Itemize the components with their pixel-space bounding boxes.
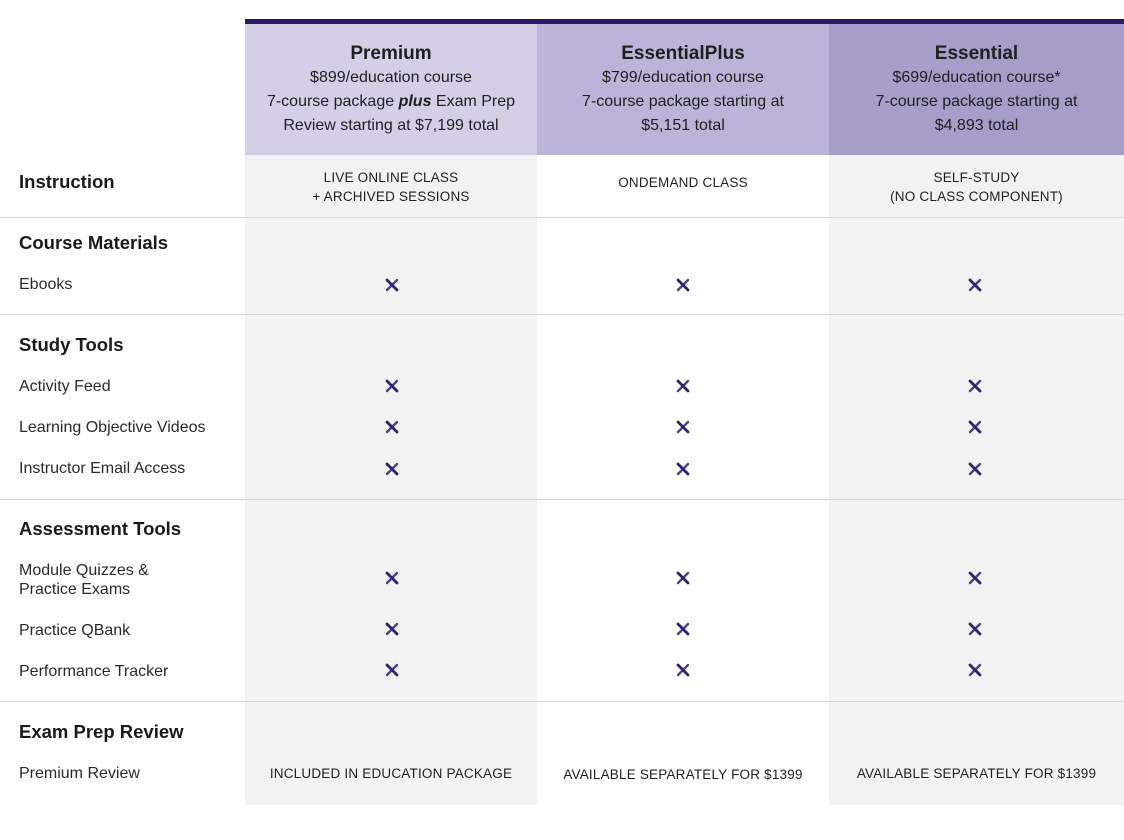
x-mark-icon bbox=[968, 278, 982, 292]
section-exam-prep-review: Exam Prep Review bbox=[19, 721, 184, 742]
x-mark-icon bbox=[968, 379, 982, 393]
section-assessment-tools: Assessment Tools bbox=[19, 518, 182, 539]
plan-price: $699/education course* bbox=[892, 69, 1061, 86]
x-mark-icon bbox=[676, 379, 690, 393]
plan-package-line2: $4,893 total bbox=[934, 117, 1019, 134]
plan-package-line1: 7-course package starting at bbox=[582, 93, 784, 110]
x-mark-icon bbox=[385, 420, 399, 434]
x-mark-icon bbox=[676, 571, 690, 585]
feature-instructor-email-access: Instructor Email Access bbox=[19, 460, 186, 477]
plan-price: $799/education course bbox=[602, 69, 764, 86]
section-study-tools: Study Tools bbox=[19, 334, 124, 355]
x-mark-icon bbox=[385, 379, 399, 393]
section-course-materials: Course Materials bbox=[19, 232, 169, 253]
feature-activity-feed: Activity Feed bbox=[19, 378, 111, 395]
x-mark-icon bbox=[968, 420, 982, 434]
feature-module-quizzes: Module Quizzes & Practice Exams bbox=[19, 562, 149, 598]
x-mark-icon bbox=[676, 420, 690, 434]
plan-name: EssentialPlus bbox=[621, 43, 745, 64]
x-mark-icon bbox=[385, 622, 399, 636]
premium-column bbox=[245, 155, 537, 805]
x-mark-icon bbox=[385, 278, 399, 292]
feature-practice-qbank: Practice QBank bbox=[19, 622, 131, 639]
plan-price: $899/education course bbox=[310, 69, 472, 86]
instruction-essentialplus: ONDEMAND CLASS bbox=[618, 175, 748, 190]
x-mark-icon bbox=[385, 663, 399, 677]
premium-review-premium: INCLUDED IN EDUCATION PACKAGE bbox=[269, 766, 513, 781]
x-mark-icon bbox=[385, 571, 399, 585]
plan-package-line1: 7-course package starting at bbox=[875, 93, 1078, 110]
feature-premium-review: Premium Review bbox=[19, 765, 140, 782]
x-mark-icon bbox=[968, 622, 982, 636]
x-mark-icon bbox=[968, 663, 982, 677]
feature-performance-tracker: Performance Tracker bbox=[19, 663, 169, 680]
row-divider bbox=[0, 217, 1124, 218]
plan-header-premium: Premium $899/education course 7-course p… bbox=[245, 19, 537, 155]
x-mark-icon bbox=[968, 571, 982, 585]
x-mark-icon bbox=[968, 462, 982, 476]
plan-header-essential: Essential $699/education course* 7-cours… bbox=[829, 19, 1124, 155]
x-mark-icon bbox=[676, 278, 690, 292]
x-mark-icon bbox=[676, 622, 690, 636]
plan-header-essentialplus: EssentialPlus $799/education course 7-co… bbox=[537, 19, 829, 155]
plan-package-line2: Review starting at $7,199 total bbox=[283, 117, 499, 134]
plan-name: Premium bbox=[350, 43, 432, 64]
plan-name: Essential bbox=[934, 43, 1019, 64]
premium-review-essential: AVAILABLE SEPARATELY FOR $1399 bbox=[856, 766, 1097, 781]
plan-package-line2: $5,151 total bbox=[641, 117, 725, 134]
x-mark-icon bbox=[385, 462, 399, 476]
instruction-label: Instruction bbox=[19, 171, 115, 192]
plan-package-line1: 7-course package plus Exam Prep bbox=[266, 93, 516, 110]
premium-review-essentialplus: AVAILABLE SEPARATELY FOR $1399 bbox=[563, 767, 803, 782]
row-divider bbox=[0, 499, 1124, 500]
essential-column bbox=[829, 155, 1124, 805]
instruction-essential: SELF-STUDY (NO CLASS COMPONENT) bbox=[890, 170, 1063, 204]
feature-ebooks: Ebooks bbox=[19, 276, 73, 293]
x-mark-icon bbox=[676, 462, 690, 476]
instruction-premium: LIVE ONLINE CLASS + ARCHIVED SESSIONS bbox=[312, 170, 470, 204]
row-divider bbox=[0, 314, 1124, 315]
row-divider bbox=[0, 701, 1124, 702]
feature-learning-objective-videos: Learning Objective Videos bbox=[19, 419, 206, 436]
x-mark-icon bbox=[676, 663, 690, 677]
